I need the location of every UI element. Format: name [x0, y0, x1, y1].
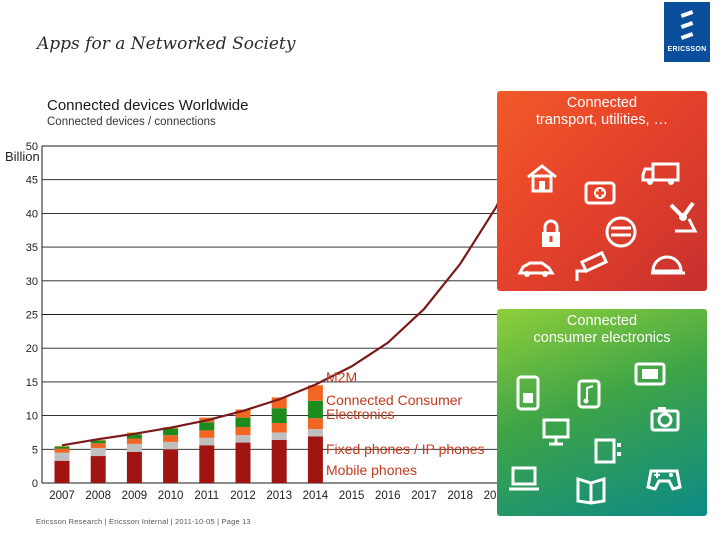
- y-tick-label: 0: [32, 478, 38, 490]
- medical-kit-icon: [584, 181, 616, 205]
- y-tick-label: 10: [26, 411, 38, 423]
- bar-segment: [163, 441, 179, 450]
- panel-bottom-title-line2: consumer electronics: [533, 330, 671, 346]
- bar-segment: [163, 428, 179, 436]
- bar-segment: [199, 430, 215, 438]
- bar-cap: [307, 385, 323, 401]
- bar-segment: [126, 443, 142, 452]
- bar-segment: [54, 446, 70, 449]
- mobile-phone-icon: [516, 375, 540, 411]
- bar-segment: [90, 447, 106, 457]
- legend-consumer-electronics: Connected Consumer Electronics: [326, 392, 463, 422]
- game-controller-icon: [646, 469, 682, 491]
- footer: Ericsson Research | Ericsson Internal | …: [36, 517, 251, 526]
- bar-segment: [271, 423, 287, 433]
- ericsson-logo-icon: [680, 10, 694, 40]
- bar-segment: [271, 439, 287, 483]
- bar-segment: [271, 432, 287, 440]
- legend-fixed-phones: Fixed phones / IP phones: [326, 441, 485, 457]
- panel-consumer-electronics: Connected consumer electronics: [497, 309, 707, 516]
- bar-segment: [126, 434, 142, 439]
- panel-top-title-line1: Connected: [566, 95, 638, 111]
- car-icon: [517, 261, 555, 277]
- truck-icon: [641, 162, 680, 185]
- x-tick-label: 2018: [447, 490, 473, 502]
- bar-segment: [307, 436, 323, 483]
- bar-segment: [235, 442, 251, 483]
- bar-segment: [90, 456, 106, 483]
- security-camera-icon: [575, 251, 609, 281]
- bar-segment: [90, 440, 106, 444]
- bar-segment: [126, 451, 142, 483]
- laptop-icon: [509, 466, 539, 491]
- y-tick-label: 45: [26, 175, 38, 187]
- ericsson-logo: ERICSSON: [664, 2, 710, 62]
- y-tick-label: 5: [32, 444, 38, 456]
- x-tick-label: 2012: [230, 490, 256, 502]
- bar-segment: [163, 435, 179, 442]
- panel-top-title-line2: transport, utilities, …: [535, 112, 669, 128]
- y-tick-label: 35: [26, 242, 38, 254]
- panel-bottom-title-line1: Connected: [566, 313, 638, 329]
- legend-mobile-phones: Mobile phones: [326, 462, 418, 478]
- set-top-box-icon: [594, 438, 621, 464]
- x-tick-label: 2007: [49, 490, 75, 502]
- bar-segment: [199, 445, 215, 483]
- y-tick-label: 15: [26, 377, 38, 389]
- bar-segment: [126, 438, 142, 444]
- bar-segment: [54, 448, 70, 453]
- bar-cap: [235, 409, 251, 418]
- television-icon: [634, 362, 666, 386]
- x-tick-label: 2011: [194, 490, 219, 502]
- bar-segment: [54, 452, 70, 461]
- bar-segment: [199, 437, 215, 446]
- bar-segment: [163, 449, 179, 483]
- legend-m2m: M2M: [326, 369, 358, 385]
- camera-icon: [650, 407, 680, 432]
- y-tick-label: 30: [26, 276, 38, 288]
- house-icon: [527, 164, 557, 193]
- y-tick-label: 20: [26, 343, 38, 355]
- y-tick-label: 50: [26, 141, 38, 153]
- x-tick-label: 2015: [339, 490, 365, 502]
- chart-title: Connected devices Worldwide: [47, 97, 249, 114]
- bar-segment: [271, 408, 287, 424]
- helmet-icon: [651, 255, 685, 275]
- bar-segment: [307, 400, 323, 419]
- projection-curve: [61, 165, 516, 447]
- bar-segment: [307, 429, 323, 437]
- x-tick-label: 2010: [158, 490, 184, 502]
- bar-segment: [235, 417, 251, 428]
- computer-monitor-icon: [542, 418, 570, 446]
- x-tick-label: 2016: [375, 490, 401, 502]
- x-tick-label: 2009: [122, 490, 148, 502]
- bar-segment: [90, 443, 106, 448]
- lock-icon: [542, 219, 560, 247]
- y-tick-label: 40: [26, 208, 38, 220]
- panel-connected-transport: Connected transport, utilities, …: [497, 91, 707, 291]
- x-tick-label: 2017: [411, 490, 437, 502]
- bar-segment: [235, 435, 251, 443]
- bar-segment: [307, 418, 323, 430]
- slide-title: Apps for a Networked Society: [37, 34, 296, 54]
- bar-segment: [54, 460, 70, 483]
- meter-icon: [605, 216, 637, 248]
- bar-segment: [235, 427, 251, 436]
- ebook-reader-icon: [576, 476, 606, 505]
- bar-segment: [199, 422, 215, 431]
- y-axis-label: Billion: [5, 149, 40, 164]
- x-tick-label: 2014: [303, 490, 329, 502]
- bar-cap: [271, 397, 287, 409]
- logo-wordmark: ERICSSON: [667, 46, 707, 53]
- bar-cap: [54, 445, 70, 447]
- chart-subtitle: Connected devices / connections: [47, 116, 216, 128]
- music-player-icon: [577, 379, 601, 409]
- y-tick-label: 25: [26, 310, 38, 322]
- x-tick-label: 2008: [85, 490, 111, 502]
- x-tick-label: 2013: [266, 490, 292, 502]
- robot-arm-icon: [669, 201, 698, 233]
